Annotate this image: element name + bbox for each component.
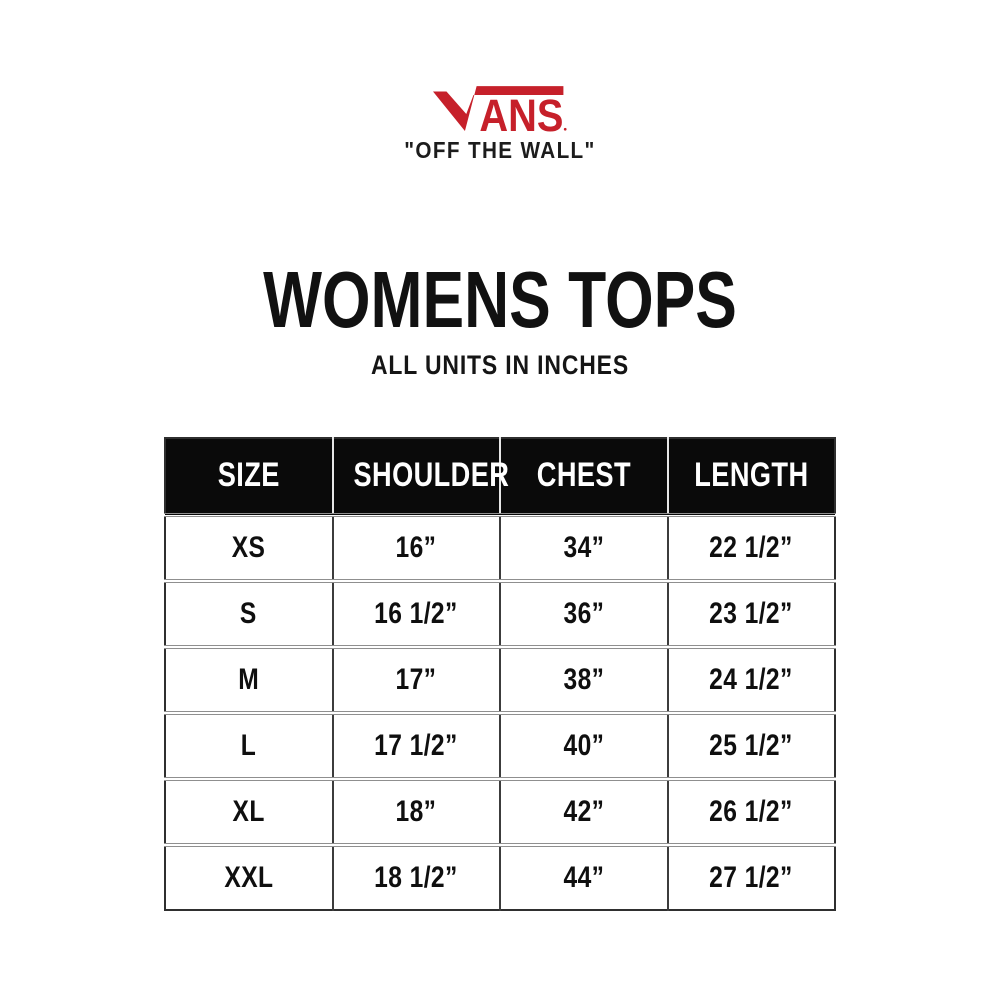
measurement-cell: 17” [331,644,500,713]
size-cell: M [165,644,333,713]
size-cell: XS [165,512,333,581]
measurement-cell: 16 1/2” [331,578,500,647]
vans-logo-icon: ANS [433,86,567,132]
size-cell: L [165,710,333,779]
vans-logo-letters: ANS [479,90,563,132]
table-row: XXL 18 1/2” 44” 27 1/2” [165,842,835,910]
measurement-cell: 18” [331,776,500,845]
column-header: LENGTH [666,437,835,515]
measurement-cell: 44” [499,842,668,910]
table-header-row: SIZE SHOULDER CHEST LENGTH [165,437,835,515]
measurement-cell: 25 1/2” [666,710,835,779]
measurement-cell: 26 1/2” [666,776,835,845]
units-note: ALL UNITS IN INCHES [370,349,629,380]
table-row: XL 18” 42” 26 1/2” [165,776,835,845]
page-title: WOMENS TOPS [263,254,737,344]
registered-mark-dot [563,127,567,131]
measurement-cell: 22 1/2” [666,512,835,581]
vans-tagline: "OFF THE WALL" [404,137,596,163]
measurement-cell: 36” [499,578,668,647]
column-header: SIZE [165,437,333,515]
table-row: L 17 1/2” 40” 25 1/2” [165,710,835,779]
measurement-cell: 17 1/2” [331,710,500,779]
size-chart-table: SIZE SHOULDER CHEST LENGTH XS 16” 34” 22 1/2” S… [164,436,836,911]
measurement-cell: 40” [499,710,668,779]
column-header: CHEST [499,437,668,515]
measurement-cell: 23 1/2” [666,578,835,647]
table-row: M 17” 38” 24 1/2” [165,644,835,713]
measurement-cell: 24 1/2” [666,644,835,713]
size-cell: S [165,578,333,647]
measurement-cell: 16” [331,512,500,581]
measurement-cell: 42” [499,776,668,845]
size-cell: XL [165,776,333,845]
column-header: SHOULDER [331,437,508,515]
table-row: S 16 1/2” 36” 23 1/2” [165,578,835,647]
size-cell: XXL [165,842,333,910]
measurement-cell: 27 1/2” [666,842,835,910]
measurement-cell: 38” [499,644,668,713]
table-row: XS 16” 34” 22 1/2” [165,512,835,581]
vans-logo-v-bar-shape [433,86,564,132]
measurement-cell: 34” [499,512,668,581]
table-body: XS 16” 34” 22 1/2” S 16 1/2” 36” 23 1/2” M 17” 38”… [165,512,835,910]
measurement-cell: 18 1/2” [331,842,500,910]
